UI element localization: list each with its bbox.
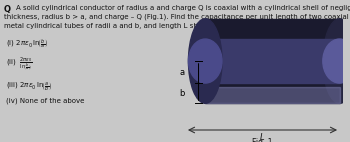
- Ellipse shape: [323, 39, 350, 83]
- Text: L: L: [260, 133, 264, 142]
- Bar: [205, 19, 340, 103]
- Ellipse shape: [188, 39, 222, 83]
- Text: (iii) $2\pi\varepsilon_0\,\mathrm{ln}\!\left(\frac{a}{b}\right)$: (iii) $2\pi\varepsilon_0\,\mathrm{ln}\!\…: [6, 80, 53, 93]
- Text: Fig. 1: Fig. 1: [252, 138, 272, 142]
- Text: A solid cylindrical conductor of radius a and charge Q is coaxial with a cylindr: A solid cylindrical conductor of radius …: [16, 5, 350, 11]
- Text: metal cylindrical tubes of radii a and b, and length L shown in the figure below: metal cylindrical tubes of radii a and b…: [4, 23, 282, 29]
- Text: a: a: [179, 68, 184, 77]
- Bar: [205, 87, 340, 103]
- Ellipse shape: [323, 19, 350, 103]
- Ellipse shape: [188, 19, 222, 103]
- Text: (ii)  $\frac{2\pi\varepsilon_0}{\mathrm{ln}\!\left(\frac{b}{a}\right)}$: (ii) $\frac{2\pi\varepsilon_0}{\mathrm{l…: [6, 56, 33, 73]
- Text: b: b: [179, 89, 184, 98]
- Text: (i) $2\pi\varepsilon_0\,\mathrm{ln}\!\left(\frac{b}{a}\right)$: (i) $2\pi\varepsilon_0\,\mathrm{ln}\!\le…: [6, 38, 49, 51]
- Bar: [205, 39, 340, 83]
- Text: (iv) None of the above: (iv) None of the above: [6, 97, 84, 104]
- Text: thickness, radius b > a, and charge – Q (Fig.1). Find the capacitance per unit l: thickness, radius b > a, and charge – Q …: [4, 14, 349, 20]
- Text: Q: Q: [4, 5, 11, 14]
